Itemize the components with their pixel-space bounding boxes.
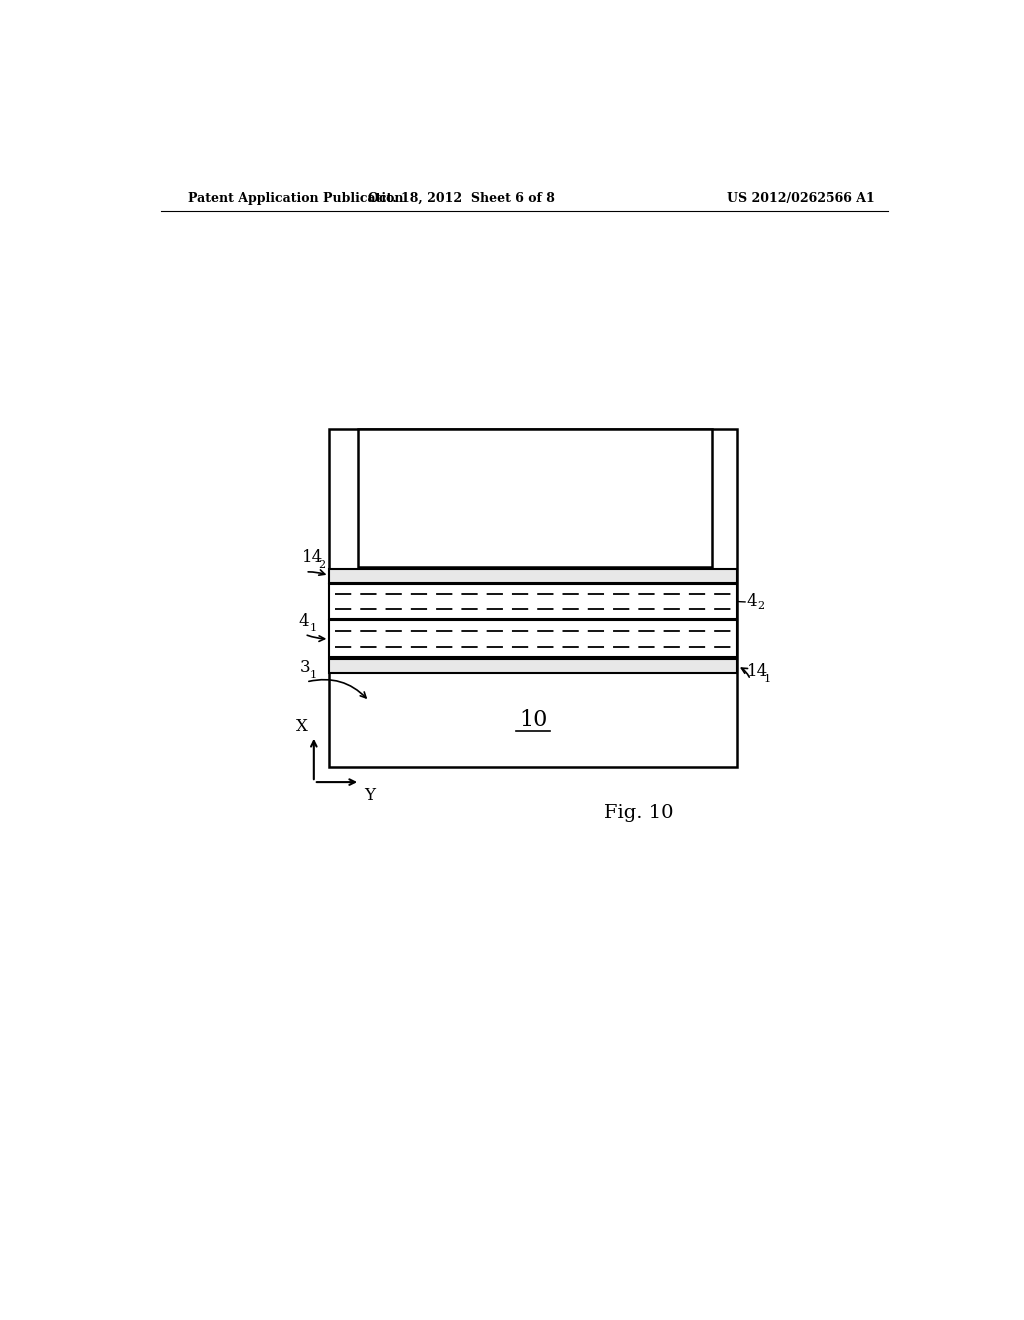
Text: 1: 1 [309, 669, 316, 680]
Bar [330, 620, 737, 657]
Text: X: X [296, 718, 308, 735]
Text: 10: 10 [519, 710, 548, 731]
Text: 14: 14 [746, 663, 768, 680]
Bar [357, 429, 712, 566]
Text: 2: 2 [318, 560, 326, 570]
Text: 1: 1 [309, 623, 316, 634]
Bar [330, 659, 737, 673]
Bar [330, 429, 737, 767]
Text: 1: 1 [764, 673, 771, 684]
Bar [330, 569, 737, 582]
Text: 4: 4 [746, 594, 757, 610]
Text: 14: 14 [301, 549, 323, 566]
Text: 2: 2 [758, 601, 765, 611]
Text: 3: 3 [300, 659, 310, 676]
Text: US 2012/0262566 A1: US 2012/0262566 A1 [727, 191, 874, 205]
Bar [330, 585, 737, 619]
Text: Fig. 10: Fig. 10 [604, 804, 674, 822]
Text: Y: Y [364, 788, 375, 804]
Text: 4: 4 [298, 612, 309, 630]
Text: Oct. 18, 2012  Sheet 6 of 8: Oct. 18, 2012 Sheet 6 of 8 [369, 191, 555, 205]
Text: Patent Application Publication: Patent Application Publication [188, 191, 403, 205]
